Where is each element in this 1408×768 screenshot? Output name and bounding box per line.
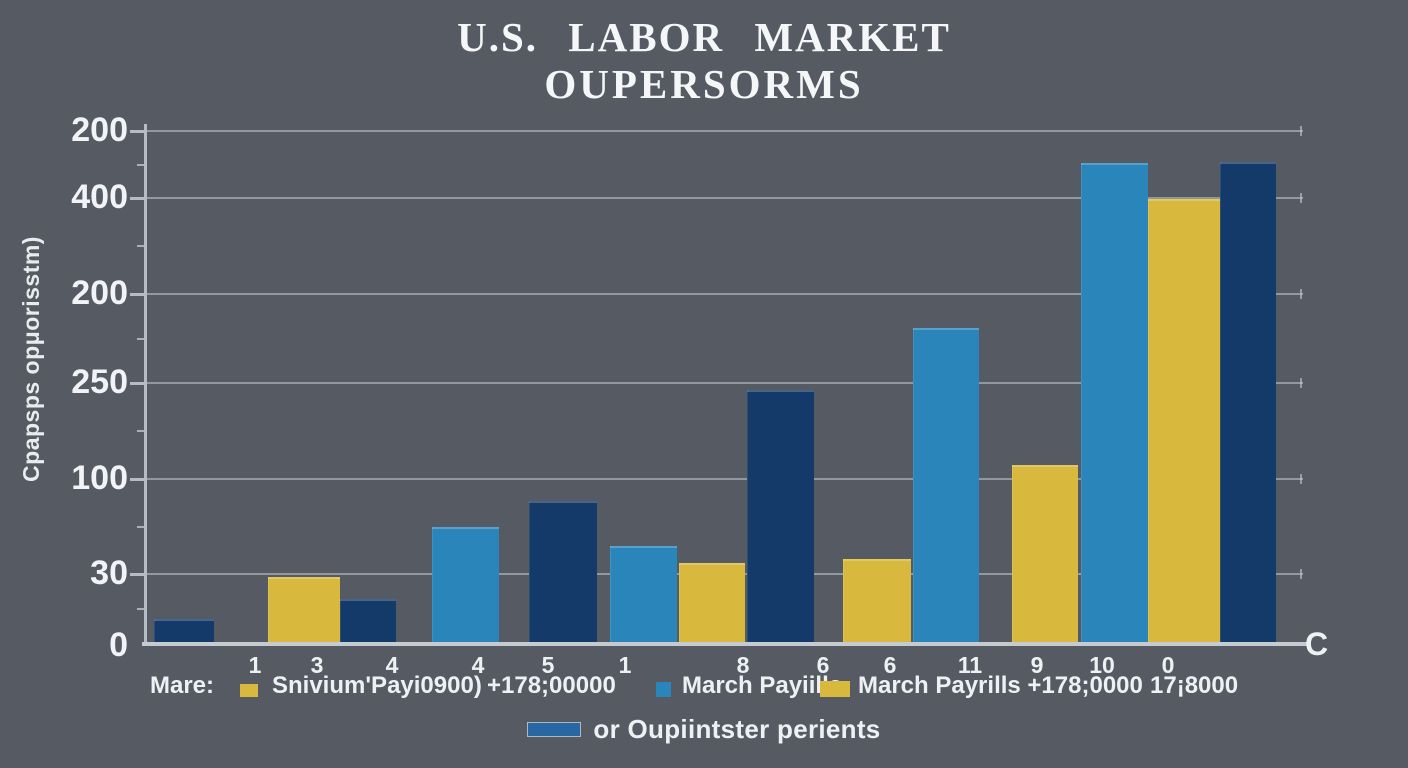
bar-navy <box>1220 162 1276 642</box>
legend-swatch-blue <box>656 682 671 697</box>
right-tick <box>1300 126 1302 136</box>
x-axis-tick-label: 1 <box>248 652 262 678</box>
y-axis-major-tick <box>130 382 146 385</box>
x-axis-tick-label: 9 <box>1030 652 1044 678</box>
y-axis-minor-tick <box>137 164 146 166</box>
gridline <box>146 130 1303 132</box>
y-axis-tick-label: 100 <box>71 459 128 497</box>
bar-blue <box>610 546 677 642</box>
x-axis-tick-label: 8 <box>736 652 750 678</box>
legend-swatch-navy <box>527 722 582 737</box>
legend-label: Snivium'Payi0900) <box>272 672 482 699</box>
bar-navy <box>529 501 597 642</box>
y-axis-minor-tick <box>137 245 146 247</box>
right-tick <box>1300 569 1302 579</box>
y-axis-tick-label: 250 <box>71 363 128 401</box>
gridline <box>146 382 1303 384</box>
bar-navy <box>340 599 396 642</box>
bar-blue <box>1081 163 1148 642</box>
legend-label: Mare: <box>150 672 215 699</box>
legend-row-bottom: or Oupiintster perients <box>0 714 1408 745</box>
x-axis-tick-label: 5 <box>541 652 555 678</box>
bar-gold <box>843 559 911 642</box>
bar-gold <box>1148 199 1220 642</box>
x-axis-tick-label: 4 <box>385 652 399 678</box>
y-axis-tick-label: 0 <box>109 626 128 664</box>
y-axis-major-tick <box>130 573 146 576</box>
x-axis-tick-label: 6 <box>883 652 897 678</box>
bar-gold <box>268 577 340 642</box>
y-axis-tick-label: 200 <box>71 274 128 312</box>
y-axis-major-tick <box>130 478 146 481</box>
bar-gold <box>679 563 745 642</box>
gridline <box>146 293 1303 295</box>
right-tick <box>1300 378 1302 388</box>
y-axis-minor-tick <box>137 608 146 610</box>
chart-title-line2: OUPERSORMS <box>544 61 864 107</box>
x-axis-tick-label: 4 <box>471 652 485 678</box>
y-axis-minor-tick <box>137 430 146 432</box>
bar-navy <box>154 619 214 642</box>
y-axis-major-tick <box>130 197 146 200</box>
legend-label: March Payiills <box>682 672 843 699</box>
x-axis-tick-label: 0 <box>1161 652 1175 678</box>
x-axis-tick-label: 6 <box>816 652 830 678</box>
x-axis-tick-label: 1 <box>618 652 632 678</box>
chart-title-line1: U.S. LABOR MARKET <box>457 14 951 60</box>
legend-label: March Payrills +178;0000 <box>858 672 1143 699</box>
y-axis-tick-label: 200 <box>71 111 128 149</box>
y-axis-line <box>144 124 147 645</box>
legend-swatch-gold <box>240 684 258 697</box>
bar-gold <box>1012 465 1078 642</box>
y-axis-tick-label: 400 <box>71 178 128 216</box>
right-tick <box>1300 474 1302 484</box>
right-tick <box>1300 193 1302 203</box>
y-axis-tick-label: 30 <box>90 554 128 592</box>
right-tick <box>1300 289 1302 299</box>
bar-navy <box>747 390 814 642</box>
y-axis-minor-tick <box>137 338 146 340</box>
y-axis-major-tick <box>130 293 146 296</box>
legend-swatch-gold <box>820 681 850 697</box>
gridline <box>146 197 1303 199</box>
chart-title: U.S. LABOR MARKET OUPERSORMS <box>0 14 1408 108</box>
gridline <box>146 478 1303 480</box>
x-axis-tick-label: 3 <box>310 652 324 678</box>
bar-blue <box>913 328 979 642</box>
x-axis-tick-label: 10 <box>1089 652 1115 678</box>
x-axis-tick-label: 11 <box>957 652 983 678</box>
legend-label: 17¡8000 <box>1150 672 1239 699</box>
legend-label: or Oupiintster perients <box>593 714 881 744</box>
bar-blue <box>432 527 499 642</box>
y-axis-major-tick <box>130 130 146 133</box>
legend-label: +178;00000 <box>487 672 616 699</box>
y-axis-minor-tick <box>137 526 146 528</box>
x-axis-end-label: C <box>1305 626 1329 662</box>
x-axis-line <box>142 642 1308 646</box>
